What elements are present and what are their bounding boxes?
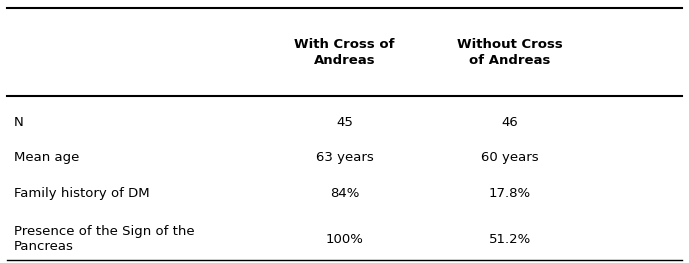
- Text: Mean age: Mean age: [14, 151, 79, 164]
- Text: Presence of the Sign of the
Pancreas: Presence of the Sign of the Pancreas: [14, 225, 194, 253]
- Text: With Cross of
Andreas: With Cross of Andreas: [294, 38, 395, 67]
- Text: 46: 46: [502, 116, 518, 129]
- Text: 84%: 84%: [330, 187, 359, 200]
- Text: 51.2%: 51.2%: [489, 233, 531, 246]
- Text: 17.8%: 17.8%: [489, 187, 531, 200]
- Text: 45: 45: [336, 116, 353, 129]
- Text: Family history of DM: Family history of DM: [14, 187, 150, 200]
- Text: Without Cross
of Andreas: Without Cross of Andreas: [457, 38, 563, 67]
- Text: N: N: [14, 116, 23, 129]
- Text: 100%: 100%: [326, 233, 363, 246]
- Text: 60 years: 60 years: [481, 151, 539, 164]
- Text: 63 years: 63 years: [316, 151, 373, 164]
